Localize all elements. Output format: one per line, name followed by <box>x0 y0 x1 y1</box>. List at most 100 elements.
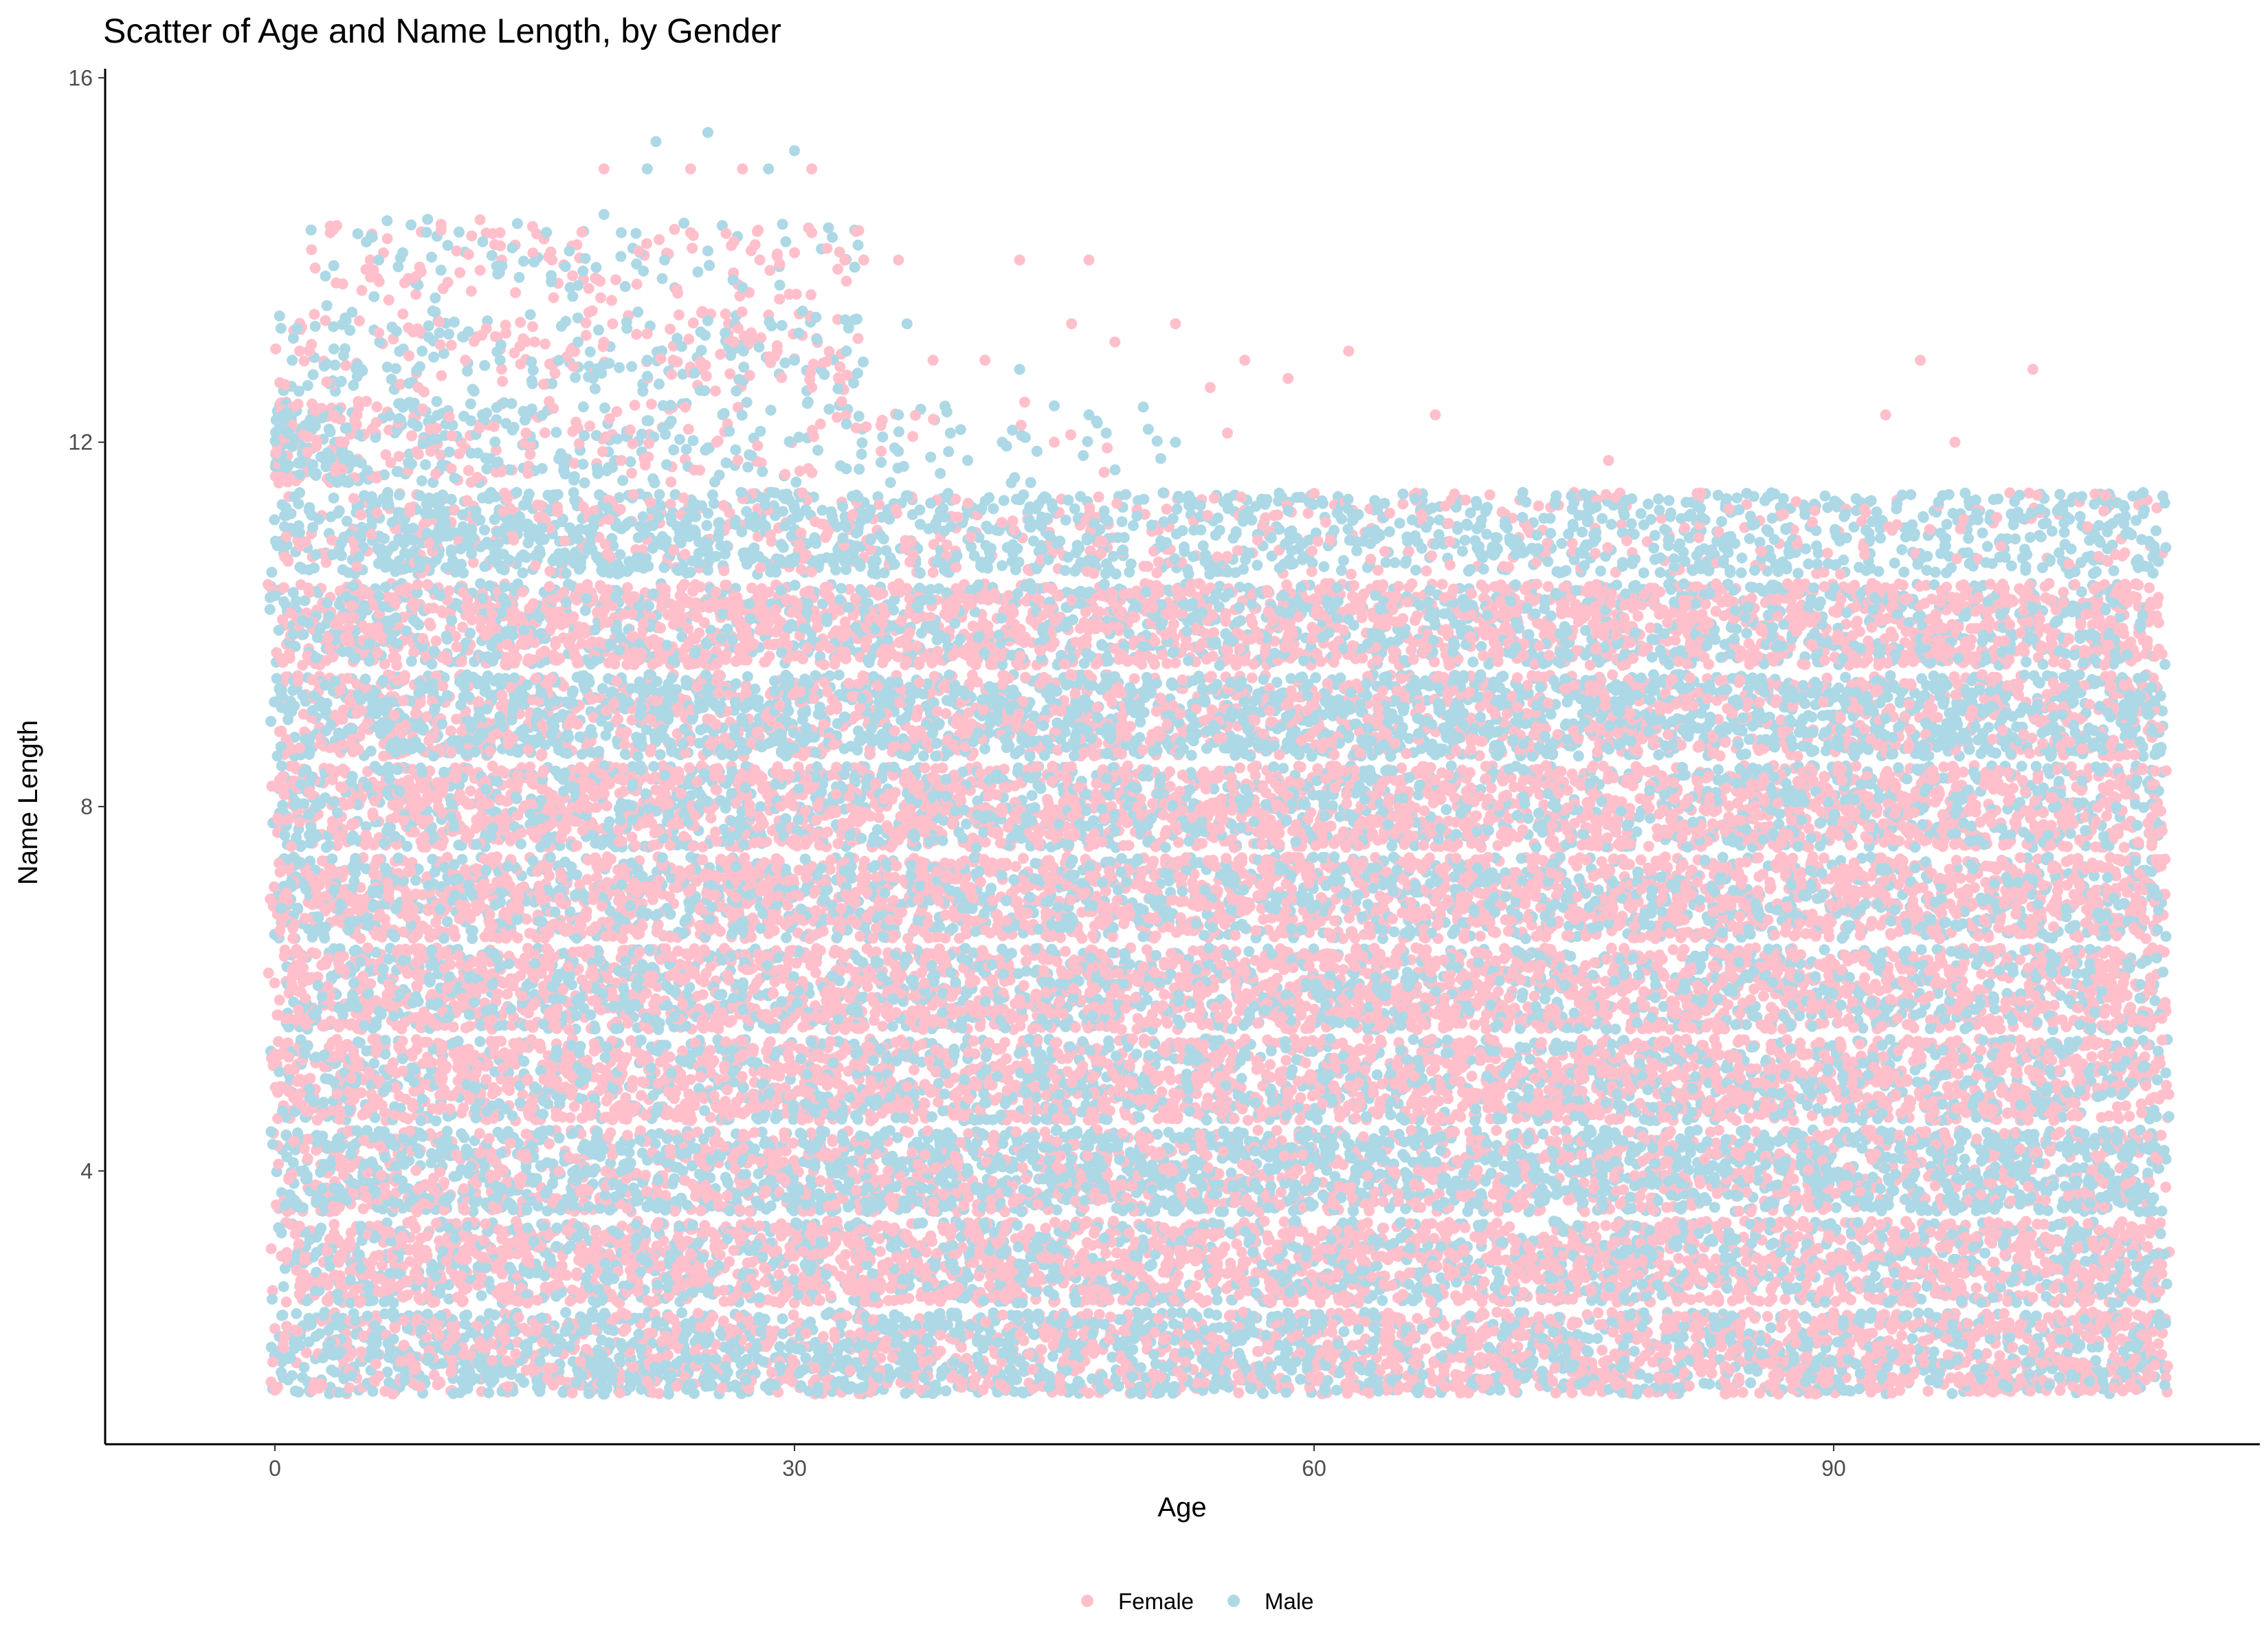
data-point-male <box>1367 1337 1378 1348</box>
data-point-male <box>671 1358 682 1369</box>
data-point-female <box>487 1355 498 1366</box>
data-point-female <box>1469 1332 1480 1343</box>
data-point-male <box>1566 1362 1577 1373</box>
data-point-female <box>1845 1338 1856 1349</box>
data-point-male <box>1150 1358 1161 1369</box>
data-point-female <box>914 1384 925 1395</box>
data-point-female <box>1550 1387 1561 1398</box>
data-point-female <box>1502 1368 1513 1379</box>
data-point-male <box>1979 1248 1990 1259</box>
data-point-male <box>1592 1333 1603 1344</box>
data-point-female <box>2076 1384 2087 1395</box>
data-point-female <box>1522 1317 1533 1328</box>
data-point-male <box>509 1326 520 1337</box>
data-point-male <box>563 1321 574 1332</box>
data-point-female <box>1724 1364 1735 1375</box>
data-point-female <box>2082 1360 2093 1371</box>
data-point-male <box>1985 1334 1996 1345</box>
data-point-male <box>1012 1310 1023 1321</box>
data-point-female <box>1764 1380 1775 1391</box>
data-point-male <box>1087 1329 1098 1340</box>
data-point-male <box>1353 1324 1364 1335</box>
data-point-female <box>1692 1345 1703 1356</box>
data-point-female <box>344 1382 355 1393</box>
data-point-male <box>603 1337 614 1348</box>
data-point-female <box>1380 1317 1391 1328</box>
data-point-female <box>1993 1218 2004 1229</box>
data-point-female <box>1263 1343 1274 1354</box>
data-point-female <box>2016 1319 2027 1330</box>
data-point-male <box>649 1362 660 1373</box>
data-point-male <box>1249 1277 1260 1288</box>
data-point-male <box>1211 1373 1222 1384</box>
data-point-female <box>956 1342 967 1353</box>
data-point-male <box>934 1310 945 1321</box>
data-point-male <box>1043 1382 1054 1393</box>
data-point-female <box>887 1352 898 1363</box>
data-point-female <box>1423 1387 1434 1398</box>
data-point-female <box>644 1327 655 1338</box>
data-point-male <box>777 1328 788 1339</box>
data-point-female <box>316 1380 327 1391</box>
data-point-male <box>1705 1333 1716 1344</box>
data-point-male <box>948 1356 959 1367</box>
data-point-male <box>1023 1309 1034 1320</box>
data-point-male <box>299 1362 310 1373</box>
data-point-female <box>2109 1351 2120 1362</box>
data-point-female <box>1849 1324 1860 1335</box>
data-point-male <box>577 1316 588 1327</box>
data-point-female <box>1429 1307 1440 1318</box>
data-point-male <box>1579 1377 1590 1388</box>
data-point-male <box>1136 1325 1147 1336</box>
data-point-male <box>1638 1308 1649 1319</box>
data-point-male <box>708 1369 719 1380</box>
data-point-female <box>1177 1371 1188 1382</box>
data-point-male <box>1168 1319 1179 1330</box>
data-point-female <box>1148 1368 1159 1379</box>
data-point-male <box>1978 1362 1989 1373</box>
data-point-male <box>1333 1338 1344 1349</box>
data-point-female <box>414 1381 425 1392</box>
data-point-female <box>1706 1368 1717 1379</box>
data-point-female <box>1392 1384 1403 1395</box>
data-point-female <box>1790 1322 1801 1333</box>
data-point-female <box>1027 1364 1038 1375</box>
data-point-female <box>1679 1311 1690 1322</box>
data-point-male <box>2018 1345 2029 1356</box>
data-point-female <box>441 1340 452 1351</box>
data-point-female <box>668 1314 679 1325</box>
data-point-female <box>704 1317 715 1328</box>
data-point-female <box>2150 1360 2161 1371</box>
data-point-male <box>1116 1314 1127 1325</box>
data-point-female <box>355 1347 366 1358</box>
data-point-male <box>1368 1310 1379 1321</box>
data-point-male <box>1548 1326 1559 1337</box>
data-point-female <box>513 1312 524 1323</box>
data-point-male <box>422 1309 433 1320</box>
data-point-male <box>1282 1308 1293 1319</box>
data-point-male <box>2004 1332 2015 1343</box>
data-point-female <box>399 1340 410 1351</box>
data-point-male <box>1274 1340 1285 1351</box>
data-point-male <box>1368 1322 1379 1333</box>
data-point-female <box>1403 1336 1414 1347</box>
data-point-female <box>642 1376 653 1387</box>
data-point-female <box>1304 1371 1315 1382</box>
data-point-male <box>379 1308 390 1319</box>
data-point-male <box>1745 1378 1756 1389</box>
data-point-female <box>281 1297 292 1308</box>
data-point-female <box>1828 1307 1839 1318</box>
data-point-female <box>788 1264 799 1275</box>
data-point-female <box>1027 1383 1038 1394</box>
data-point-female <box>1000 1383 1011 1394</box>
data-point-male <box>522 1347 533 1358</box>
data-point-male <box>1631 1389 1642 1400</box>
data-point-female <box>801 1328 812 1339</box>
data-point-female <box>1796 1362 1807 1373</box>
data-point-female <box>1985 1378 1996 1389</box>
data-point-female <box>2086 1333 2097 1344</box>
data-point-male <box>777 1313 788 1324</box>
data-point-female <box>1083 1388 1094 1399</box>
data-point-male <box>836 1319 847 1330</box>
data-point-male <box>1295 1374 1306 1385</box>
